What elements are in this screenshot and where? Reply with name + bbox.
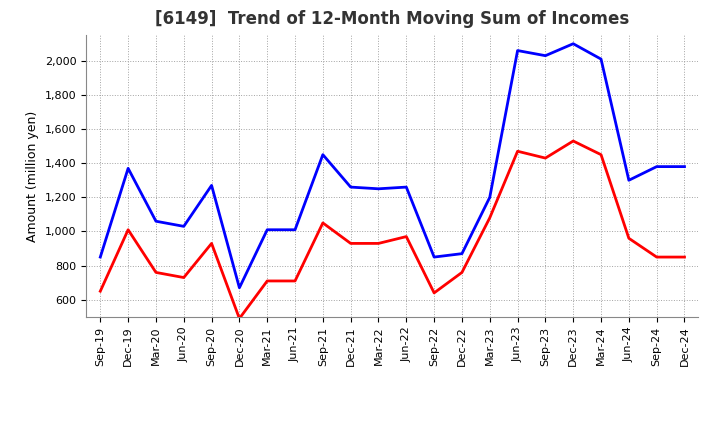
Ordinary Income: [374, 186, 383, 191]
Ordinary Income: [179, 224, 188, 229]
Net Income: [207, 241, 216, 246]
Line: Ordinary Income: Ordinary Income: [100, 44, 685, 288]
Net Income: [263, 279, 271, 284]
Line: Net Income: Net Income: [100, 141, 685, 319]
Ordinary Income: [263, 227, 271, 232]
Ordinary Income: [652, 164, 661, 169]
Ordinary Income: [291, 227, 300, 232]
Net Income: [124, 227, 132, 232]
Ordinary Income: [235, 285, 243, 290]
Net Income: [541, 155, 550, 161]
Net Income: [458, 270, 467, 275]
Net Income: [346, 241, 355, 246]
Ordinary Income: [680, 164, 689, 169]
Net Income: [152, 270, 161, 275]
Net Income: [569, 138, 577, 143]
Ordinary Income: [513, 48, 522, 53]
Ordinary Income: [152, 219, 161, 224]
Net Income: [235, 316, 243, 321]
Ordinary Income: [597, 56, 606, 62]
Ordinary Income: [318, 152, 327, 158]
Ordinary Income: [541, 53, 550, 59]
Ordinary Income: [346, 184, 355, 190]
Title: [6149]  Trend of 12-Month Moving Sum of Incomes: [6149] Trend of 12-Month Moving Sum of I…: [156, 10, 629, 28]
Net Income: [513, 149, 522, 154]
Ordinary Income: [485, 194, 494, 200]
Ordinary Income: [569, 41, 577, 46]
Net Income: [597, 152, 606, 158]
Net Income: [652, 254, 661, 260]
Net Income: [680, 254, 689, 260]
Ordinary Income: [207, 183, 216, 188]
Net Income: [179, 275, 188, 280]
Net Income: [430, 290, 438, 296]
Y-axis label: Amount (million yen): Amount (million yen): [27, 110, 40, 242]
Net Income: [624, 236, 633, 241]
Ordinary Income: [430, 254, 438, 260]
Net Income: [402, 234, 410, 239]
Net Income: [96, 289, 104, 294]
Net Income: [318, 220, 327, 226]
Ordinary Income: [624, 178, 633, 183]
Net Income: [291, 279, 300, 284]
Ordinary Income: [402, 184, 410, 190]
Net Income: [485, 215, 494, 220]
Ordinary Income: [124, 166, 132, 171]
Ordinary Income: [96, 254, 104, 260]
Net Income: [374, 241, 383, 246]
Ordinary Income: [458, 251, 467, 256]
